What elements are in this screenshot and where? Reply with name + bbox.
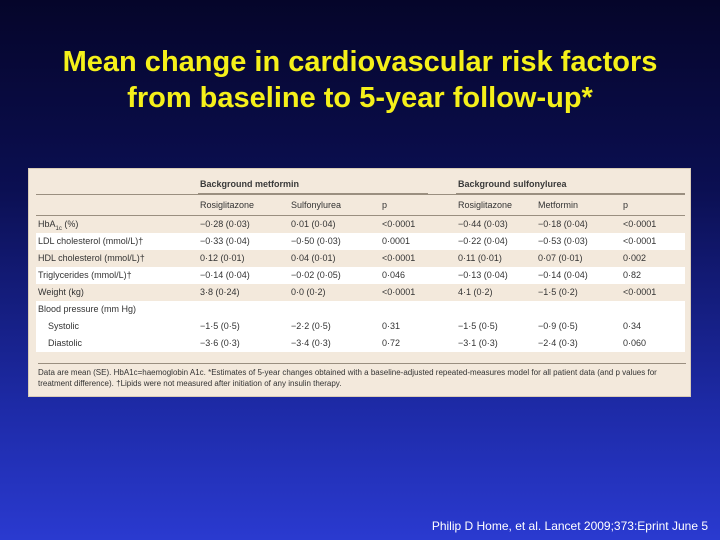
table-cell: −0·14 (0·04) [200, 270, 250, 280]
table-cell: <0·0001 [623, 219, 657, 229]
row-label: Triglycerides (mmol/L)† [38, 270, 132, 280]
table-cell: −0·14 (0·04) [538, 270, 588, 280]
table-cell: 0·34 [623, 321, 642, 331]
table-cell: 0·046 [382, 270, 406, 280]
citation: Philip D Home, et al. Lancet 2009;373:Ep… [431, 519, 708, 533]
table-cell: −0·44 (0·03) [458, 219, 508, 229]
table-cell: 3·8 (0·24) [200, 287, 240, 297]
table-cell: −3·6 (0·3) [200, 338, 240, 348]
table-row: Diastolic −3·6 (0·3) −3·4 (0·3) 0·72 −3·… [36, 335, 685, 352]
table-row: Weight (kg) 3·8 (0·24) 0·0 (0·2) <0·0001… [36, 284, 685, 301]
table-row: Systolic −1·5 (0·5) −2·2 (0·5) 0·31 −1·5… [36, 318, 685, 335]
table-cell: −0·02 (0·05) [291, 270, 341, 280]
table-cell: <0·0001 [623, 287, 657, 297]
row-label: Weight (kg) [38, 287, 84, 297]
column-header: Rosiglitazone [458, 200, 513, 210]
row-label: Blood pressure (mm Hg) [38, 304, 137, 314]
table-cell: −1·5 (0·5) [458, 321, 498, 331]
table-cell: −0·28 (0·03) [200, 219, 250, 229]
table-column-header: Rosiglitazone Sulfonylurea p Rosiglitazo… [36, 194, 685, 216]
table-cell: 0·04 (0·01) [291, 253, 336, 263]
row-label: Systolic [48, 321, 80, 331]
table-cell: 0·01 (0·04) [291, 219, 336, 229]
table-cell: <0·0001 [382, 219, 416, 229]
results-table: Background metformin Background sulfonyl… [36, 174, 685, 352]
table-cell: <0·0001 [623, 236, 657, 246]
table-cell: 0·07 (0·01) [538, 253, 583, 263]
group-header-sulfonylurea: Background sulfonylurea [458, 179, 567, 189]
table-row: LDL cholesterol (mmol/L)† −0·33 (0·04) −… [36, 233, 685, 250]
table-cell: −3·4 (0·3) [291, 338, 331, 348]
slide-title: Mean change in cardiovascular risk facto… [0, 44, 720, 116]
table-cell: −0·18 (0·04) [538, 219, 588, 229]
table-row: Blood pressure (mm Hg) [36, 301, 685, 318]
table-cell: −0·22 (0·04) [458, 236, 508, 246]
table-cell: <0·0001 [382, 287, 416, 297]
table-cell: −1·5 (0·5) [200, 321, 240, 331]
table-row: Triglycerides (mmol/L)† −0·14 (0·04) −0·… [36, 267, 685, 284]
table-cell: <0·0001 [382, 253, 416, 263]
group-header-metformin: Background metformin [200, 179, 300, 189]
table-cell: 0·002 [623, 253, 647, 263]
blood-pressure-block: Blood pressure (mm Hg) Systolic −1·5 (0·… [36, 301, 685, 352]
table-cell: −2·2 (0·5) [291, 321, 331, 331]
table-cell: 0·82 [623, 270, 642, 280]
table-footnote: Data are mean (SE). HbA1c=haemoglobin A1… [38, 363, 686, 389]
row-label: HDL cholesterol (mmol/L)† [38, 253, 145, 263]
column-header: Rosiglitazone [200, 200, 255, 210]
column-header: p [623, 200, 629, 210]
slide-title-line2: from baseline to 5-year follow-up* [127, 82, 593, 114]
table-row: HbA1c (%) −0·28 (0·03) 0·01 (0·04) <0·00… [36, 216, 685, 233]
table-cell: −0·13 (0·04) [458, 270, 508, 280]
group-rule-sulfonylurea [456, 193, 685, 194]
table-cell: −1·5 (0·2) [538, 287, 578, 297]
row-label: Diastolic [48, 338, 83, 348]
table-cell: 0·31 [382, 321, 401, 331]
group-rule-metformin [198, 193, 428, 194]
table-cell: 4·1 (0·2) [458, 287, 493, 297]
table-cell: −2·4 (0·3) [538, 338, 578, 348]
column-header: Metformin [538, 200, 579, 210]
table-cell: −0·50 (0·03) [291, 236, 341, 246]
column-header: p [382, 200, 388, 210]
table-cell: −0·9 (0·5) [538, 321, 578, 331]
table-cell: 0·12 (0·01) [200, 253, 245, 263]
column-header: Sulfonylurea [291, 200, 342, 210]
table-cell: −0·33 (0·04) [200, 236, 250, 246]
table-cell: 0·72 [382, 338, 401, 348]
table-cell: −0·53 (0·03) [538, 236, 588, 246]
slide-title-line1: Mean change in cardiovascular risk facto… [62, 46, 658, 78]
row-label: HbA1c (%) [38, 219, 79, 232]
table-cell: −3·1 (0·3) [458, 338, 498, 348]
table-cell: 0·11 (0·01) [458, 253, 502, 263]
table-cell: 0·060 [623, 338, 647, 348]
table-cell: 0·0 (0·2) [291, 287, 326, 297]
table-row: HDL cholesterol (mmol/L)† 0·12 (0·01) 0·… [36, 250, 685, 267]
table-cell: 0·0001 [382, 236, 411, 246]
table-group-header: Background metformin Background sulfonyl… [36, 174, 685, 194]
results-table-panel: Background metformin Background sulfonyl… [28, 168, 691, 397]
row-label: LDL cholesterol (mmol/L)† [38, 236, 144, 246]
